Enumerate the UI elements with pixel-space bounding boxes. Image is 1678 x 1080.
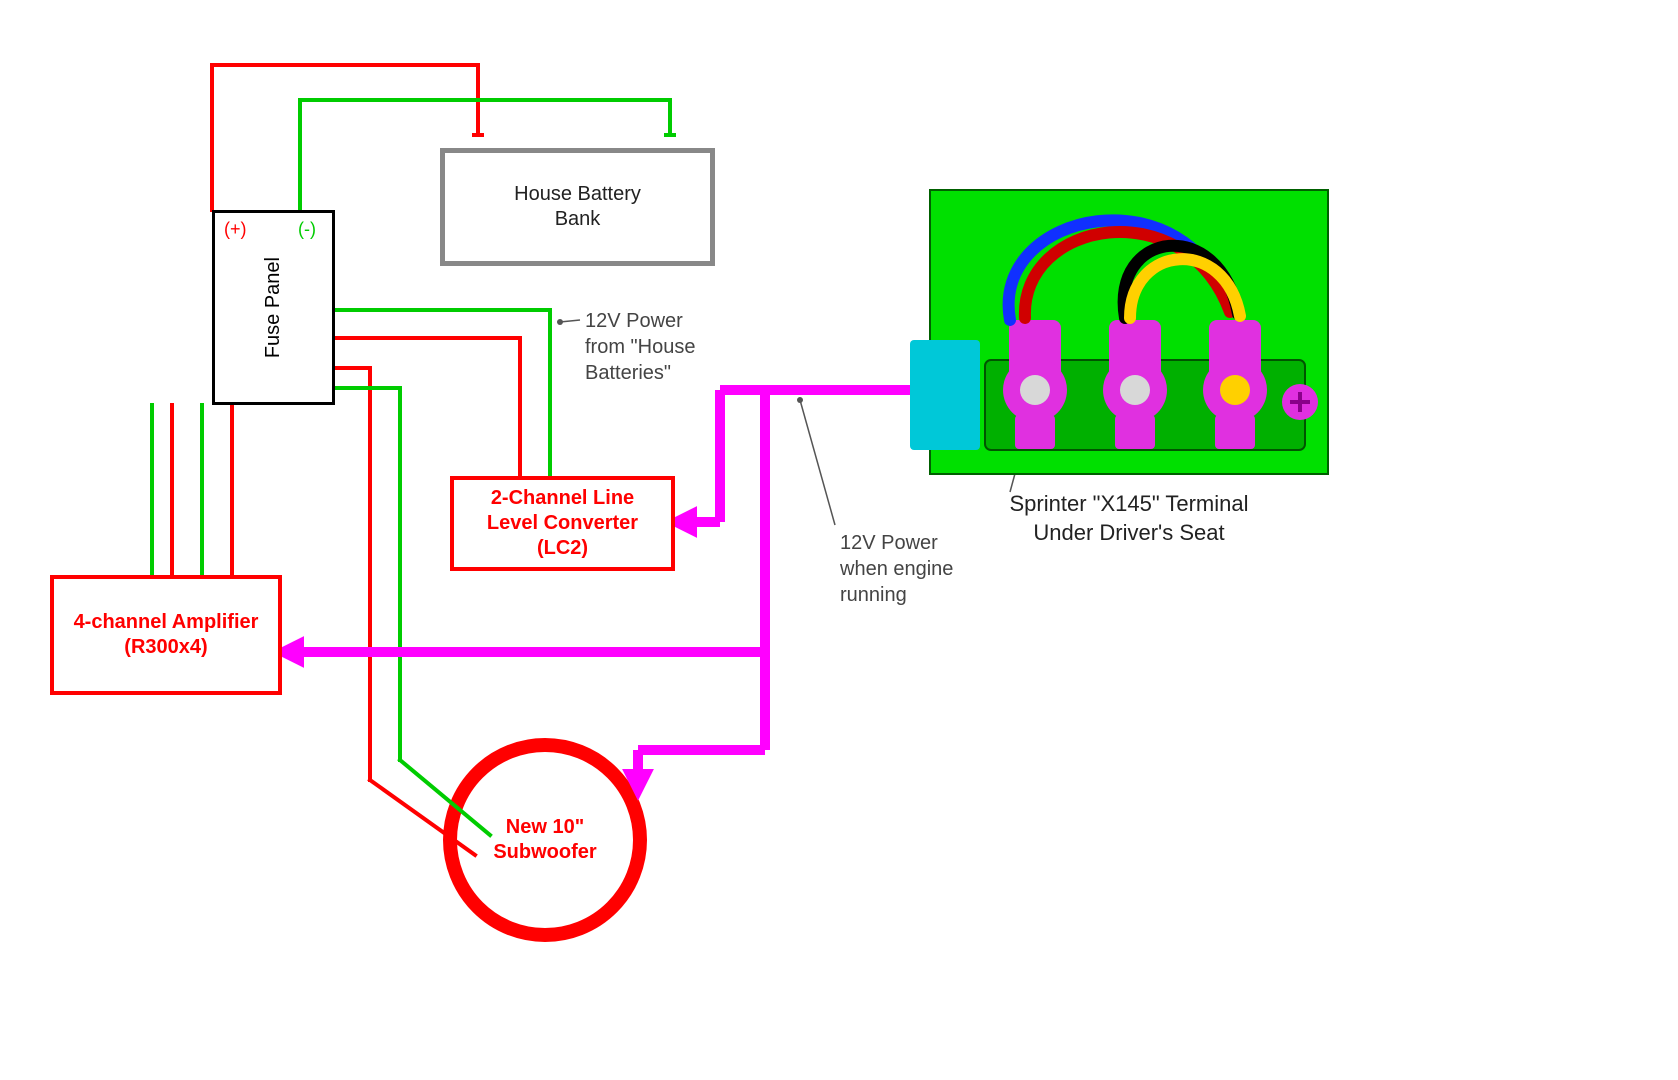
fuse-minus-label: (-) [298, 218, 316, 241]
house-power-annot: 12V Power from "House Batteries" [585, 308, 695, 386]
fuse-plus-label: (+) [224, 218, 247, 241]
terminal-caption: Sprinter "X145" Terminal Under Driver's … [930, 490, 1328, 547]
lc2-box: 2-Channel Line Level Converter (LC2) [450, 476, 675, 571]
lc2-label: 2-Channel Line Level Converter (LC2) [487, 486, 638, 561]
fuse-panel-label: Fuse Panel [262, 257, 285, 358]
wiring-svg [0, 0, 1678, 1080]
battery-box: House Battery Bank [440, 148, 715, 266]
sub-label: New 10" Subwoofer [493, 815, 596, 865]
battery-label: House Battery Bank [514, 182, 641, 232]
amp-box: 4-channel Amplifier (R300x4) [50, 575, 282, 695]
sub-label-wrap: New 10" Subwoofer [475, 805, 615, 875]
amp-label: 4-channel Amplifier (R300x4) [74, 610, 259, 660]
